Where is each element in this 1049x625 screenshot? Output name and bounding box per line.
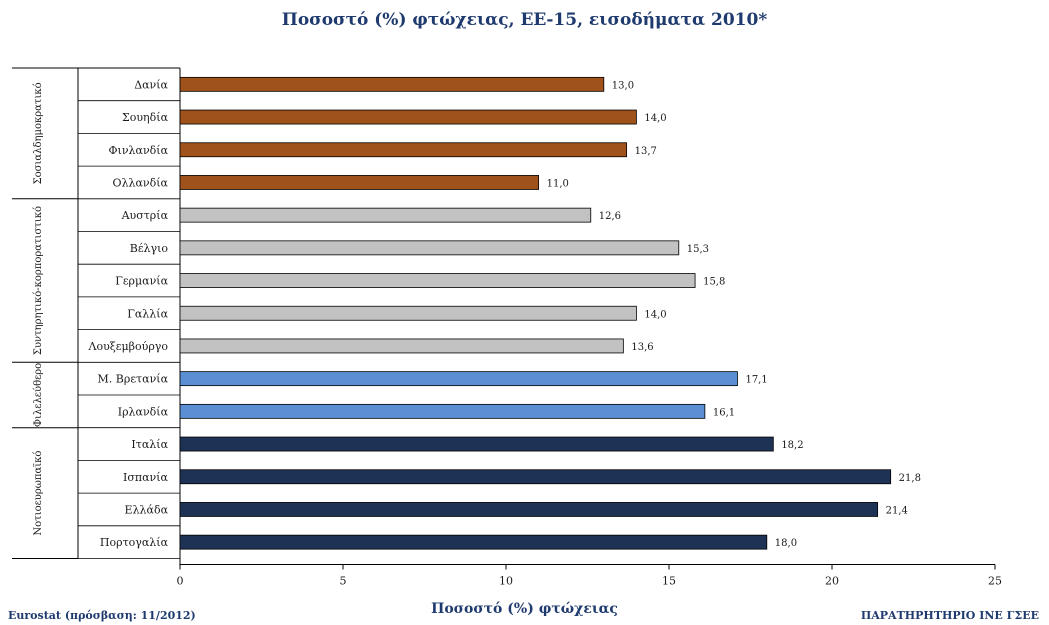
- value-label: 16,1: [713, 407, 735, 418]
- bar: [179, 534, 768, 550]
- x-tick-label: 25: [988, 575, 1002, 588]
- x-tick-label: 10: [499, 575, 513, 588]
- category-label: Σουηδία: [122, 111, 169, 124]
- chart-title: Ποσοστό (%) φτώχειας, ΕΕ-15, εισοδήματα …: [281, 10, 768, 30]
- value-label: 13,6: [631, 342, 653, 353]
- category-label: Λουξεμβούργο: [88, 340, 169, 353]
- bar: [179, 502, 879, 517]
- bar: [179, 403, 706, 419]
- bar: [179, 273, 696, 288]
- publisher-note: ΠΑΡΑΤΗΡΗΤΗΡΙΟ ΙΝΕ ΓΣΕΕ: [860, 609, 1039, 622]
- value-label: 15,8: [703, 277, 725, 288]
- bar: [179, 469, 892, 485]
- category-label: Ελλάδα: [125, 503, 169, 516]
- value-label: 13,7: [635, 146, 657, 157]
- bar: [179, 207, 592, 223]
- x-tick-label: 20: [825, 575, 839, 588]
- value-label: 15,3: [687, 244, 709, 255]
- value-label: 12,6: [599, 211, 621, 222]
- source-note: Eurostat (πρόσβαση: 11/2012): [8, 609, 196, 622]
- category-label: Πορτογαλία: [100, 536, 169, 549]
- bar: [179, 305, 637, 321]
- category-label: Αυστρία: [121, 209, 169, 222]
- bar: [179, 436, 774, 452]
- bar: [179, 175, 540, 190]
- bar: [179, 371, 738, 387]
- category-label: Φινλανδία: [109, 144, 169, 157]
- category-label: Ισπανία: [123, 471, 169, 484]
- category-label: Μ. Βρετανία: [98, 373, 169, 386]
- value-label: 21,8: [899, 473, 921, 484]
- x-axis-label: Ποσοστό (%) φτώχειας: [431, 601, 618, 617]
- value-label: 18,0: [775, 538, 797, 549]
- value-label: 18,2: [781, 440, 803, 451]
- group-label: Σοσιαλδημοκρατικό: [33, 82, 44, 184]
- value-label: 14,0: [644, 309, 666, 320]
- group-label: Συντηρητικό-κορπορατιστικό: [33, 206, 44, 355]
- bar: [179, 142, 628, 158]
- value-label: 17,1: [745, 375, 767, 386]
- value-label: 11,0: [547, 178, 569, 189]
- bar: [179, 76, 605, 92]
- category-label: Γερμανία: [115, 275, 168, 288]
- bar: [179, 109, 637, 125]
- value-label: 13,0: [612, 80, 634, 91]
- x-tick-label: 0: [177, 575, 184, 588]
- category-label: Ιταλία: [131, 438, 168, 451]
- x-tick-label: 5: [340, 575, 347, 588]
- category-label: Γαλλία: [127, 307, 168, 320]
- x-tick-label: 15: [662, 575, 676, 588]
- category-label: Βέλγιο: [130, 242, 169, 255]
- group-label: Φιλελεύθερο: [33, 363, 44, 427]
- bar: [179, 338, 624, 354]
- value-label: 21,4: [886, 505, 908, 516]
- group-label: Νοτιοευρωπαϊκό: [33, 451, 44, 536]
- value-label: 14,0: [644, 113, 666, 124]
- category-label: Ολλανδία: [113, 176, 169, 189]
- category-label: Δανία: [134, 78, 168, 91]
- bar: [179, 240, 680, 256]
- category-label: Ιρλανδία: [118, 405, 169, 418]
